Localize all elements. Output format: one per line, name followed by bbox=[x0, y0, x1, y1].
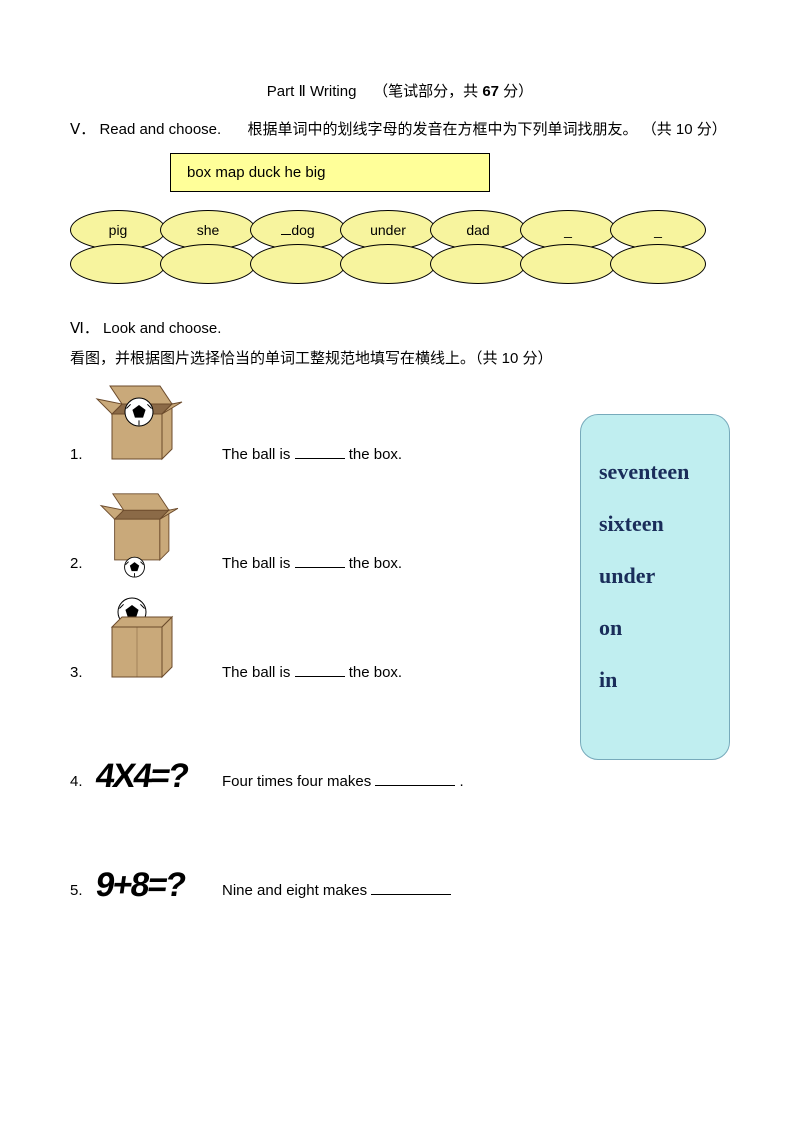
sentence-post: . bbox=[455, 773, 463, 790]
item-image: 9+8=? bbox=[92, 866, 222, 905]
item-image bbox=[92, 374, 222, 469]
item-sentence: The ball is the box. bbox=[222, 554, 402, 578]
title-paren-open: （笔试部分，共 bbox=[373, 83, 478, 100]
answer-word: on bbox=[599, 615, 711, 641]
fill-blank[interactable] bbox=[375, 772, 455, 786]
item-image bbox=[92, 592, 222, 687]
oval-bottom[interactable] bbox=[520, 244, 616, 284]
equation-icon: 4X4=? bbox=[89, 757, 190, 796]
page-title: Part Ⅱ Writing （笔试部分，共 67 分） bbox=[70, 80, 730, 101]
equation-icon: 9+8=? bbox=[89, 866, 187, 905]
item-sentence: The ball is the box. bbox=[222, 663, 402, 687]
answer-word: seventeen bbox=[599, 459, 711, 485]
answer-box: seventeen sixteen under on in bbox=[580, 414, 730, 760]
item-number: 1. bbox=[70, 446, 92, 469]
word-box: box map duck he big bbox=[170, 153, 490, 192]
section6-instr: 看图，并根据图片选择恰当的单词工整规范地填写在横线上。（共 10 分） bbox=[70, 350, 553, 367]
oval-label: _ bbox=[654, 222, 662, 238]
oval-bottom[interactable] bbox=[610, 244, 706, 284]
item-sentence: Four times four makes . bbox=[222, 772, 464, 796]
section6-title: Look and choose. bbox=[103, 320, 221, 337]
title-part: Part bbox=[267, 83, 295, 100]
section5-roman: Ⅴ． bbox=[70, 121, 95, 138]
oval-label: pig bbox=[109, 222, 128, 238]
ovals-group: pig she dog under dad _ _ bbox=[70, 210, 730, 284]
title-label: Writing bbox=[310, 83, 356, 100]
answer-word: sixteen bbox=[599, 511, 711, 537]
oval-label: dad bbox=[466, 222, 489, 238]
section6-heading: Ⅵ． Look and choose. 看图，并根据图片选择恰当的单词工整规范地… bbox=[70, 314, 730, 374]
section5-heading: Ⅴ． Read and choose. 根据单词中的划线字母的发音在方框中为下列… bbox=[70, 115, 730, 145]
title-paren: （笔试部分，共 67 分） bbox=[373, 83, 533, 100]
sentence-pre: The ball is bbox=[222, 446, 295, 463]
exercise-item: 1. The ball is the box. bbox=[70, 374, 560, 469]
sentence-pre: The ball is bbox=[222, 664, 295, 681]
exercise-item: 5.9+8=?Nine and eight makes bbox=[70, 810, 560, 905]
oval-bottom[interactable] bbox=[250, 244, 346, 284]
item-number: 3. bbox=[70, 664, 92, 687]
sentence-pre: The ball is bbox=[222, 555, 295, 572]
answer-word: in bbox=[599, 667, 711, 693]
item-image: 4X4=? bbox=[92, 757, 222, 796]
title-paren-close: 分） bbox=[503, 83, 533, 100]
exercise-item: 4.4X4=?Four times four makes . bbox=[70, 701, 560, 796]
item-sentence: Nine and eight makes bbox=[222, 881, 451, 905]
sentence-post: the box. bbox=[345, 555, 403, 572]
oval-label: she bbox=[197, 222, 220, 238]
exercise-item: 3. The ball is the box. bbox=[70, 592, 560, 687]
exercise-item: 2. The ball is the box. bbox=[70, 483, 560, 578]
section5-title: Read and choose. bbox=[99, 121, 221, 138]
oval-bottom[interactable] bbox=[340, 244, 436, 284]
fill-blank[interactable] bbox=[295, 445, 345, 459]
item-image bbox=[92, 483, 222, 578]
oval-bottom[interactable] bbox=[430, 244, 526, 284]
section5-instr: 根据单词中的划线字母的发音在方框中为下列单词找朋友。 （共 10 分） bbox=[248, 121, 727, 138]
item-sentence: The ball is the box. bbox=[222, 445, 402, 469]
fill-blank[interactable] bbox=[371, 881, 451, 895]
word-box-text: box map duck he big bbox=[187, 164, 325, 181]
item-number: 2. bbox=[70, 555, 92, 578]
answer-word: under bbox=[599, 563, 711, 589]
sentence-post: the box. bbox=[345, 446, 403, 463]
sentence-post: the box. bbox=[345, 664, 403, 681]
oval-label: dog bbox=[281, 222, 314, 238]
fill-blank[interactable] bbox=[295, 554, 345, 568]
fill-blank[interactable] bbox=[295, 663, 345, 677]
oval-bottom[interactable] bbox=[160, 244, 256, 284]
oval-label: under bbox=[370, 222, 406, 238]
section6-roman: Ⅵ． bbox=[70, 320, 99, 337]
title-roman: Ⅱ bbox=[298, 83, 305, 100]
title-points: 67 bbox=[482, 83, 499, 100]
sentence-pre: Four times four makes bbox=[222, 773, 375, 790]
oval-bottom[interactable] bbox=[70, 244, 166, 284]
sentence-pre: Nine and eight makes bbox=[222, 882, 371, 899]
oval-label: _ bbox=[564, 222, 572, 238]
